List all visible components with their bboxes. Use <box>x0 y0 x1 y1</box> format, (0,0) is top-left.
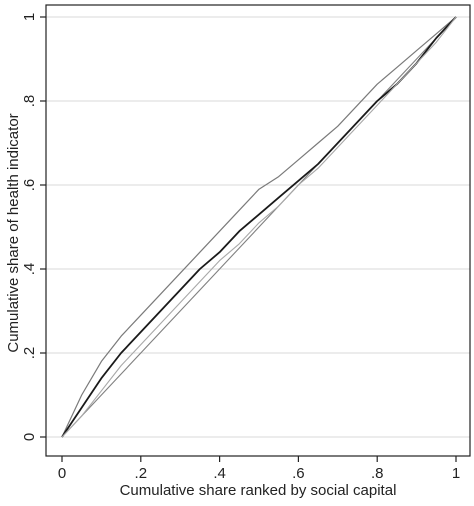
x-axis-label: Cumulative share ranked by social capita… <box>120 482 397 499</box>
axis-layer: 0 .2 .4 .6 .8 1 0 .2 .4 .6 .8 1 <box>21 4 471 482</box>
grid-layer <box>46 16 470 438</box>
x-tick-label-2: .4 <box>213 465 226 482</box>
x-tick-label-0: 0 <box>58 465 66 482</box>
x-tick-label-3: .6 <box>292 465 305 482</box>
y-tick-label-4: .8 <box>21 95 38 108</box>
series-line-lower-band <box>61 16 457 438</box>
y-tick-label-3: .6 <box>21 179 38 192</box>
series-line-upper-band <box>61 16 457 438</box>
series-line-equality <box>61 16 457 438</box>
y-tick-label-5: 1 <box>21 13 38 21</box>
y-tick-label-2: .4 <box>21 263 38 276</box>
plot-frame <box>45 4 471 457</box>
series-layer <box>61 16 457 438</box>
y-tick-label-0: 0 <box>21 433 38 441</box>
y-tick-label-1: .2 <box>21 347 38 360</box>
x-tick-label-4: .8 <box>371 465 384 482</box>
x-tick-label-1: .2 <box>135 465 148 482</box>
x-tick-label-5: 1 <box>452 465 460 482</box>
y-axis-label: Cumulative share of health indicator <box>5 113 22 352</box>
series-line-concentration <box>61 16 457 438</box>
